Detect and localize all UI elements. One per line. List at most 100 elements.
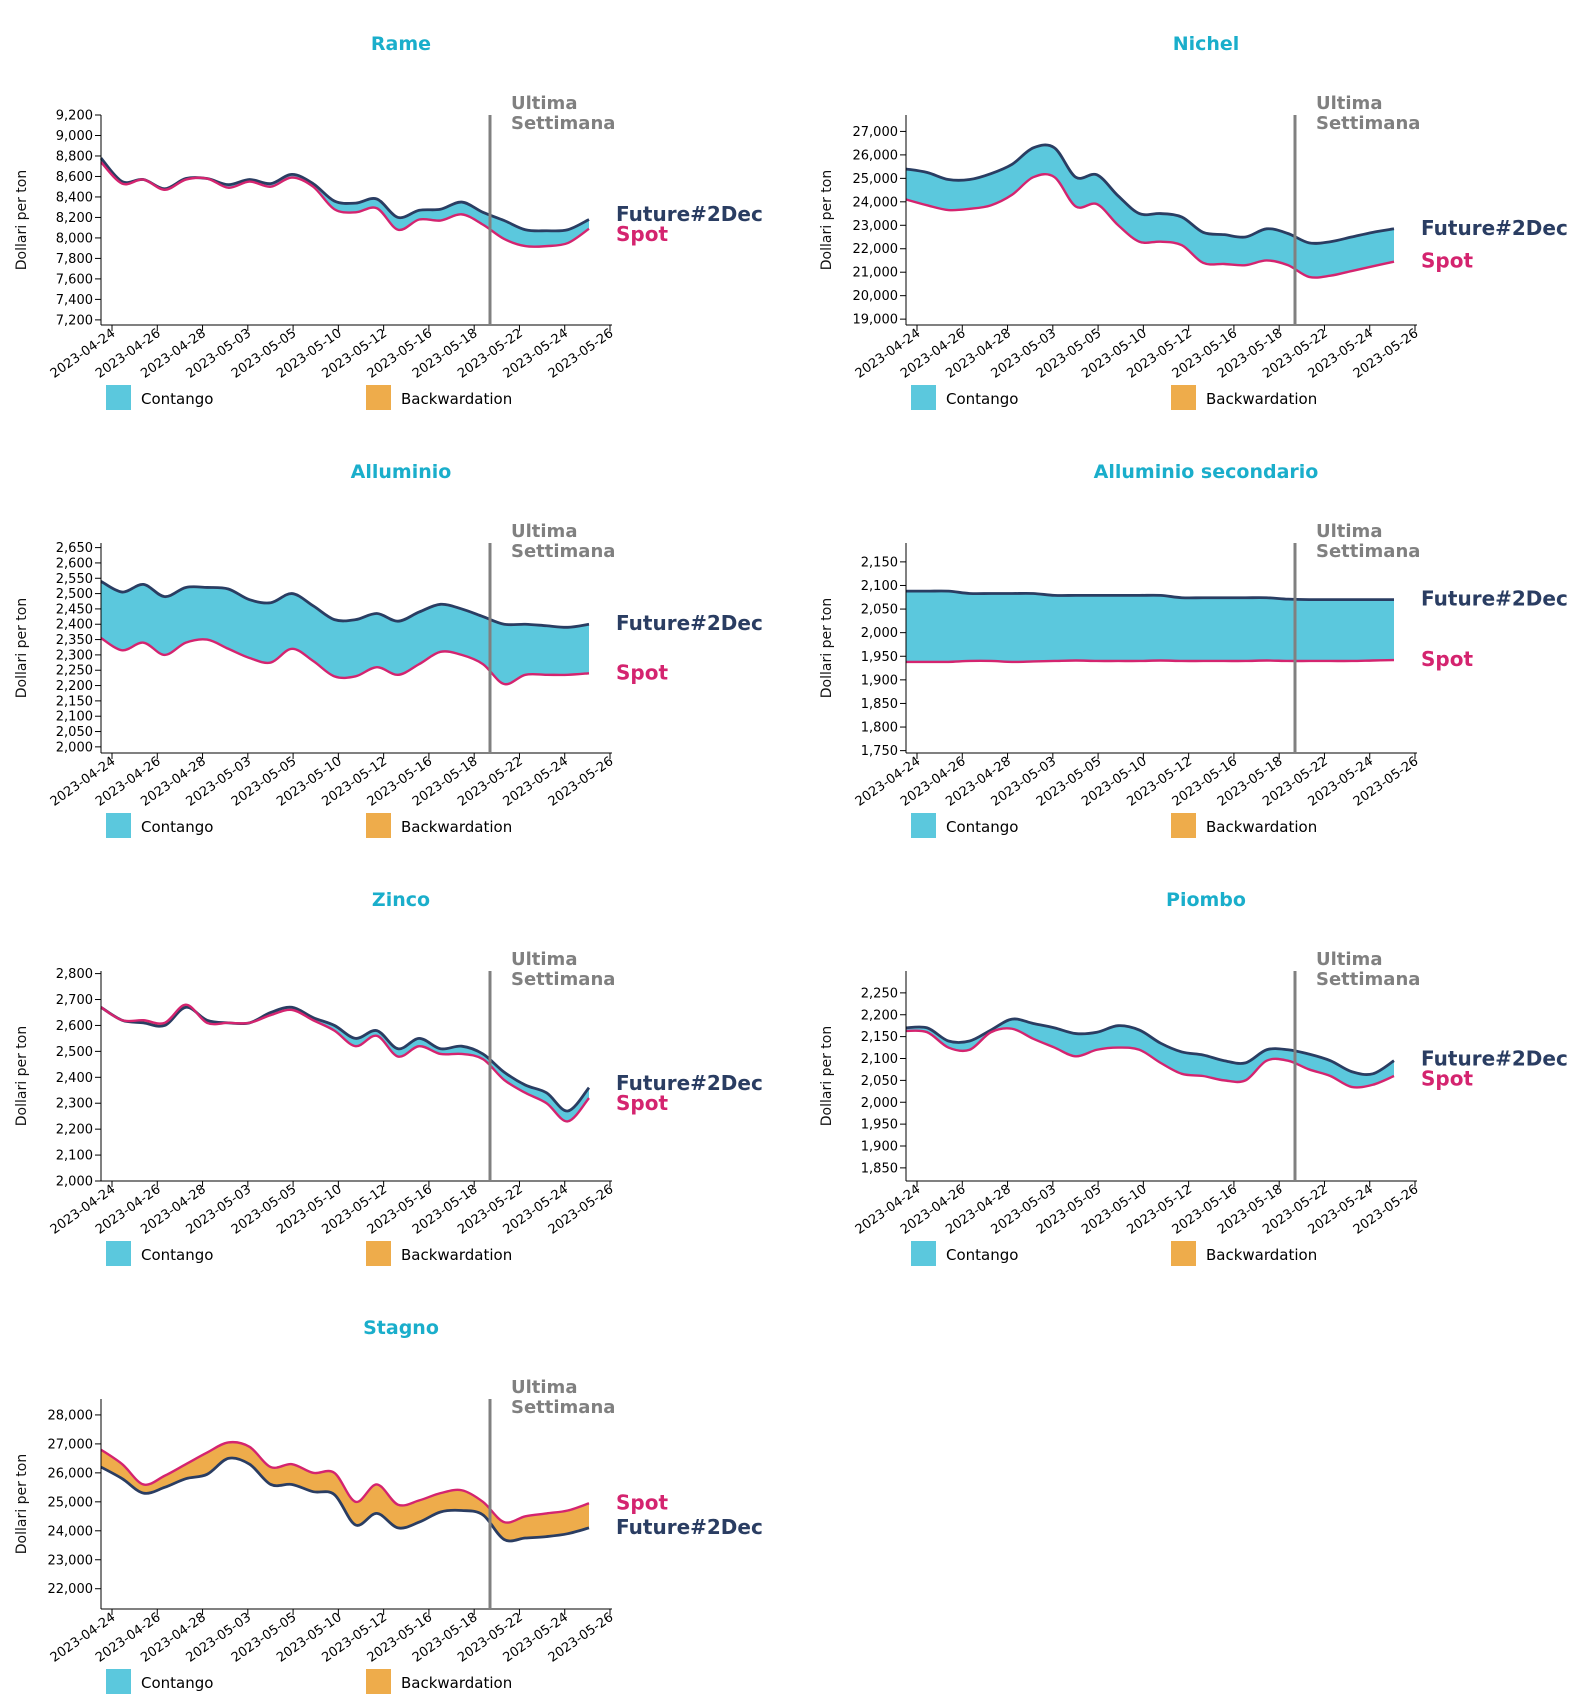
y-tick-label: 2,200 [861,1008,898,1023]
legend-backwardation-swatch [366,1241,391,1266]
chart-title: Zinco [372,889,430,911]
legend-backwardation-swatch [366,813,391,838]
y-tick-label: 1,950 [861,1118,898,1133]
y-tick-label: 26,000 [853,148,899,163]
future-series-label: Future#2Dec [1421,587,1568,611]
y-tick-label: 19,000 [853,313,899,328]
y-tick-label: 7,400 [56,293,93,308]
contango-area [906,144,1394,278]
legend-contango-swatch [106,1241,131,1266]
y-tick-label: 2,300 [56,1097,93,1112]
future-line [99,157,590,233]
legend-contango-swatch [106,385,131,410]
contango-area [906,1018,1394,1088]
y-tick-label: 2,200 [56,1123,93,1138]
legend-backwardation-label: Backwardation [1206,818,1317,836]
y-tick-label: 2,050 [861,1074,898,1089]
legend-backwardation-label: Backwardation [1206,1246,1317,1264]
future-series-label: Future#2Dec [616,1515,763,1539]
y-tick-label: 2,550 [56,572,93,587]
legend-backwardation-swatch [1171,385,1196,410]
y-tick-label: 1,750 [861,744,898,759]
future-line [906,589,1394,602]
future-series-label: Future#2Dec [1421,216,1568,240]
y-tick-label: 2,000 [861,626,898,641]
legend-backwardation-label: Backwardation [401,1246,512,1264]
spot-series-label: Spot [1421,249,1473,273]
y-tick-label: 7,600 [56,272,93,287]
y-tick-label: 23,000 [853,219,899,234]
legend-backwardation-label: Backwardation [401,818,512,836]
spot-series-label: Spot [616,1490,668,1514]
y-tick-label: 24,000 [853,195,899,210]
annotation-line-2: Settimana [1316,113,1420,134]
contango-area [906,590,1394,662]
y-tick-label: 21,000 [853,266,899,281]
future-series-label: Future#2Dec [616,202,763,226]
y-tick-label: 1,850 [861,1161,898,1176]
legend-contango-label: Contango [141,818,213,836]
y-tick-label: 1,850 [861,697,898,712]
legend-backwardation-swatch [1171,813,1196,838]
legend-backwardation-label: Backwardation [1206,390,1317,408]
legend-contango-swatch [911,1241,936,1266]
annotation-line-2: Settimana [511,969,615,990]
annotation-line-1: Ultima [1316,949,1382,970]
future-line [905,1017,1395,1076]
legend-contango-swatch [106,813,131,838]
spot-series-label: Spot [1421,1066,1473,1090]
annotation-line-1: Ultima [1316,93,1382,114]
spot-line [906,658,1395,664]
y-axis-label: Dollari per ton [819,1026,835,1126]
chart-title: Nichel [1173,33,1240,55]
legend-contango-label: Contango [946,818,1018,836]
y-tick-label: 2,100 [56,710,93,725]
annotation-line-1: Ultima [511,949,577,970]
y-tick-label: 2,150 [861,1030,898,1045]
legend-backwardation-label: Backwardation [401,1674,512,1692]
y-tick-label: 7,200 [56,313,93,328]
chart-title: Alluminio secondario [1094,461,1319,483]
y-tick-label: 2,650 [56,541,93,556]
legend-contango-label: Contango [946,1246,1018,1264]
legend-backwardation-label: Backwardation [401,390,512,408]
y-tick-label: 8,800 [56,149,93,164]
y-tick-label: 1,950 [861,650,898,665]
legend-contango-swatch [106,1669,131,1694]
annotation-line-2: Settimana [1316,969,1420,990]
annotation-line-2: Settimana [1316,541,1420,562]
legend-contango-swatch [911,385,936,410]
y-tick-label: 2,450 [56,602,93,617]
chart-piombo: Piombo Dollari per ton 1,850 1,900 1,950 2,00… [819,889,1568,1266]
spot-series-label: Spot [616,222,668,246]
chart-alluminio-secondario: Alluminio secondario Dollari per ton 1,750… [819,461,1568,838]
y-tick-label: 8,400 [56,190,93,205]
chart-title: Alluminio [351,461,452,483]
y-tick-label: 7,800 [56,252,93,267]
y-tick-label: 1,900 [861,673,898,688]
chart-stagno: Stagno Dollari per ton 22,000 23,000 24,000 2… [14,1317,763,1694]
y-tick-label: 27,000 [48,1437,94,1452]
y-tick-label: 2,800 [56,967,93,982]
spot-series-label: Spot [616,1091,668,1115]
y-tick-label: 27,000 [853,125,899,140]
contango-area [101,158,589,247]
y-tick-label: 1,900 [861,1140,898,1155]
y-tick-label: 2,050 [861,603,898,618]
y-tick-label: 2,400 [56,618,93,633]
y-tick-label: 25,000 [853,172,899,187]
y-tick-label: 1,800 [861,721,898,736]
legend-backwardation-swatch [366,385,391,410]
y-tick-label: 26,000 [48,1466,94,1481]
y-tick-label: 2,100 [861,1052,898,1067]
y-tick-label: 23,000 [48,1553,94,1568]
backwardation-area [101,1442,589,1541]
legend-contango-swatch [911,813,936,838]
spot-line [905,173,1395,279]
y-tick-label: 2,700 [56,993,93,1008]
y-tick-label: 2,000 [56,1175,93,1190]
future-line [100,1456,590,1543]
spot-line [100,161,590,248]
y-tick-label: 22,000 [48,1582,94,1597]
